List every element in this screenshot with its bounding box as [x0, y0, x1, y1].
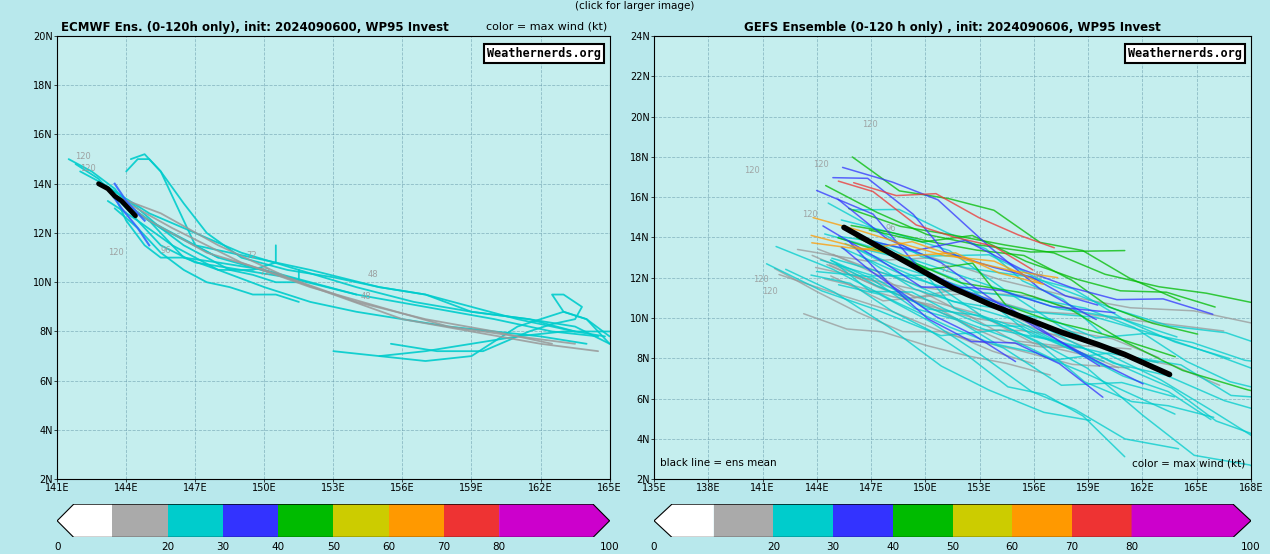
Text: Weathernerds.org: Weathernerds.org: [488, 47, 601, 60]
Text: color = max wind (kt): color = max wind (kt): [1132, 458, 1245, 468]
Text: 48: 48: [1034, 271, 1044, 280]
Polygon shape: [444, 504, 499, 537]
Text: 48: 48: [361, 293, 372, 301]
Polygon shape: [113, 504, 168, 537]
Text: 60: 60: [1006, 542, 1019, 552]
Polygon shape: [1012, 504, 1072, 537]
Text: 30: 30: [827, 542, 839, 552]
Text: ECMWF Ens. (0-120h only), init: 2024090600, WP95 Invest: ECMWF Ens. (0-120h only), init: 20240906…: [61, 21, 448, 34]
Text: GEFS Ensemble (0-120 h only) , init: 2024090606, WP95 Invest: GEFS Ensemble (0-120 h only) , init: 202…: [744, 21, 1161, 34]
Text: 96: 96: [161, 245, 171, 255]
Text: 60: 60: [382, 542, 395, 552]
Text: 20: 20: [161, 542, 174, 552]
Text: 120: 120: [813, 160, 829, 169]
Text: 120: 120: [744, 166, 761, 175]
Text: 0: 0: [650, 542, 658, 552]
Text: 120: 120: [753, 275, 770, 284]
Text: 120: 120: [862, 120, 878, 129]
Polygon shape: [278, 504, 333, 537]
Polygon shape: [57, 504, 113, 537]
Polygon shape: [893, 504, 952, 537]
Text: black line = ens mean: black line = ens mean: [660, 458, 777, 468]
Text: 100: 100: [599, 542, 620, 552]
Text: 50: 50: [326, 542, 340, 552]
Polygon shape: [1132, 504, 1251, 537]
Polygon shape: [1072, 504, 1132, 537]
Text: 96: 96: [885, 224, 897, 233]
Text: 70: 70: [437, 542, 451, 552]
Polygon shape: [654, 504, 714, 537]
Polygon shape: [168, 504, 224, 537]
Polygon shape: [224, 504, 278, 537]
Polygon shape: [773, 504, 833, 537]
Text: 0: 0: [53, 542, 61, 552]
Text: 40: 40: [886, 542, 899, 552]
Text: 50: 50: [946, 542, 959, 552]
Text: 30: 30: [216, 542, 230, 552]
Text: 80: 80: [1125, 542, 1138, 552]
Text: 120: 120: [76, 152, 91, 161]
Text: 100: 100: [1241, 542, 1261, 552]
Text: Weathernerds.org: Weathernerds.org: [1128, 47, 1242, 60]
Text: 48: 48: [368, 270, 378, 279]
Polygon shape: [333, 504, 389, 537]
Text: (click for larger image): (click for larger image): [575, 1, 695, 11]
Polygon shape: [952, 504, 1012, 537]
Text: 72: 72: [246, 250, 257, 260]
Text: 40: 40: [272, 542, 284, 552]
Text: 80: 80: [493, 542, 505, 552]
Polygon shape: [833, 504, 893, 537]
Text: 120: 120: [80, 165, 97, 173]
Text: 120: 120: [108, 248, 123, 257]
Text: color = max wind (kt): color = max wind (kt): [486, 21, 607, 31]
Text: 20: 20: [767, 542, 780, 552]
Polygon shape: [714, 504, 773, 537]
Text: 120: 120: [803, 211, 818, 219]
Text: 70: 70: [1066, 542, 1078, 552]
Text: 120: 120: [762, 287, 779, 296]
Text: 72: 72: [260, 268, 271, 277]
Polygon shape: [389, 504, 444, 537]
Text: 72: 72: [940, 265, 950, 274]
Polygon shape: [499, 504, 610, 537]
